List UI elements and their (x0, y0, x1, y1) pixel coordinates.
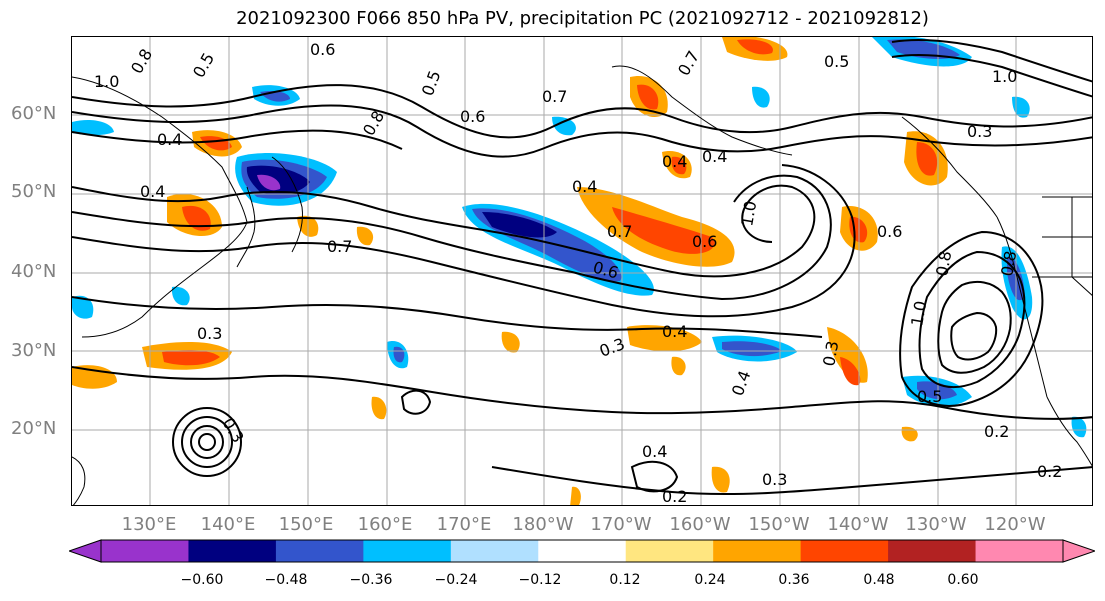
contour-label: 1.0 (737, 199, 760, 227)
lon-label-140w: 140°W (827, 514, 889, 535)
contour-label: 0.4 (728, 368, 755, 398)
lon-label-160e: 160°E (357, 514, 413, 535)
colorbar-tick: −0.24 (434, 572, 478, 588)
colorbar-segment (800, 540, 889, 562)
pv-contours (72, 39, 1092, 496)
contour-label: 0.3 (597, 334, 627, 361)
lon-label-130w: 130°W (905, 514, 967, 535)
lon-label-120w: 120°W (984, 514, 1046, 535)
contour-label: 0.4 (662, 152, 687, 171)
contour-label: 0.8 (997, 249, 1020, 277)
contour-label: 0.8 (127, 45, 156, 77)
contour-label: 0.4 (662, 322, 687, 341)
colorbar-svg (67, 539, 1097, 563)
lat-label-60n: 60°N (11, 103, 57, 124)
colorbar-segment (101, 540, 189, 562)
colorbar-tick: 0.48 (863, 572, 895, 588)
colorbar-tick: −0.48 (264, 572, 308, 588)
contour-label: 0.5 (418, 68, 445, 98)
lat-label-30n: 30°N (11, 340, 57, 361)
colorbar-tick: −0.36 (349, 572, 393, 588)
colorbar-segment (625, 540, 714, 562)
contour-label: 0.3 (967, 122, 992, 141)
colorbar-extend-high (1062, 539, 1097, 563)
map-title: 2021092300 F066 850 hPa PV, precipitatio… (236, 8, 929, 29)
contour-label: 0.2 (662, 487, 687, 506)
colorbar-tick: 0.12 (609, 572, 641, 588)
colorbar-tick: 0.36 (778, 572, 810, 588)
colorbar-tick: −0.12 (518, 572, 562, 588)
lat-label-20n: 20°N (11, 418, 57, 439)
colorbar-segment (450, 540, 539, 562)
colorbar (67, 539, 1097, 569)
contour-label: 0.8 (932, 249, 955, 277)
contour-label: 0.3 (197, 324, 222, 343)
contour-label: 0.4 (572, 177, 597, 196)
colorbar-tick: 0.60 (947, 572, 979, 588)
lon-label-170e: 170°E (436, 514, 492, 535)
contour-label: 0.6 (310, 40, 335, 59)
contour-label: 0.6 (460, 107, 485, 126)
contour-label: 1.0 (907, 299, 930, 327)
contour-label: 0.3 (819, 339, 842, 367)
contour-label: 1.0 (94, 72, 119, 91)
contour-label: 0.2 (1037, 462, 1062, 481)
precip-positive-shading (72, 37, 948, 505)
colorbar-segment (975, 540, 1064, 562)
contour-label: 0.7 (327, 237, 352, 256)
map-panel: 0.6 0.5 1.0 0.8 0.7 0.5 0.4 0.4 0.6 0.7 … (71, 36, 1093, 506)
colorbar-segment (275, 540, 364, 562)
colorbar-segments (67, 539, 1097, 563)
lat-label-50n: 50°N (11, 181, 57, 202)
contour-label: 0.4 (642, 442, 667, 461)
contour-label: 1.0 (992, 67, 1017, 86)
contour-label: 0.7 (542, 87, 567, 106)
contour-label: 0.5 (189, 49, 218, 81)
colorbar-segment (888, 540, 977, 562)
contour-label: 0.7 (674, 47, 703, 79)
colorbar-segment (188, 540, 277, 562)
map-svg: 0.6 0.5 1.0 0.8 0.7 0.5 0.4 0.4 0.6 0.7 … (72, 37, 1092, 506)
colorbar-segment (363, 540, 452, 562)
lon-label-180w: 180°W (512, 514, 574, 535)
colorbar-tick: 0.24 (694, 572, 726, 588)
colorbar-segment (713, 540, 802, 562)
lat-label-40n: 40°N (11, 261, 57, 282)
contour-label: 0.3 (762, 470, 787, 489)
lon-label-140e: 140°E (200, 514, 256, 535)
colorbar-segment (538, 540, 627, 562)
contour-label: 0.4 (157, 130, 182, 149)
colorbar-tick: −0.60 (180, 572, 224, 588)
contour-label: 0.5 (917, 387, 942, 406)
lon-label-170w: 170°W (590, 514, 652, 535)
contour-label: 0.6 (692, 232, 717, 251)
coastlines (72, 65, 1092, 505)
lon-label-150e: 150°E (278, 514, 334, 535)
precip-negative-shading (72, 37, 1087, 438)
contour-label: 0.7 (607, 222, 632, 241)
contour-label: 0.2 (984, 422, 1009, 441)
lon-label-150w: 150°W (748, 514, 810, 535)
lon-label-160w: 160°W (669, 514, 731, 535)
colorbar-extend-low (67, 539, 102, 563)
colorbar-border (100, 539, 1064, 563)
contour-label: 0.6 (877, 222, 902, 241)
contour-label: 0.5 (824, 52, 849, 71)
contour-label: 0.4 (702, 147, 727, 166)
contour-label: 0.4 (140, 182, 165, 201)
lon-label-130e: 130°E (121, 514, 177, 535)
